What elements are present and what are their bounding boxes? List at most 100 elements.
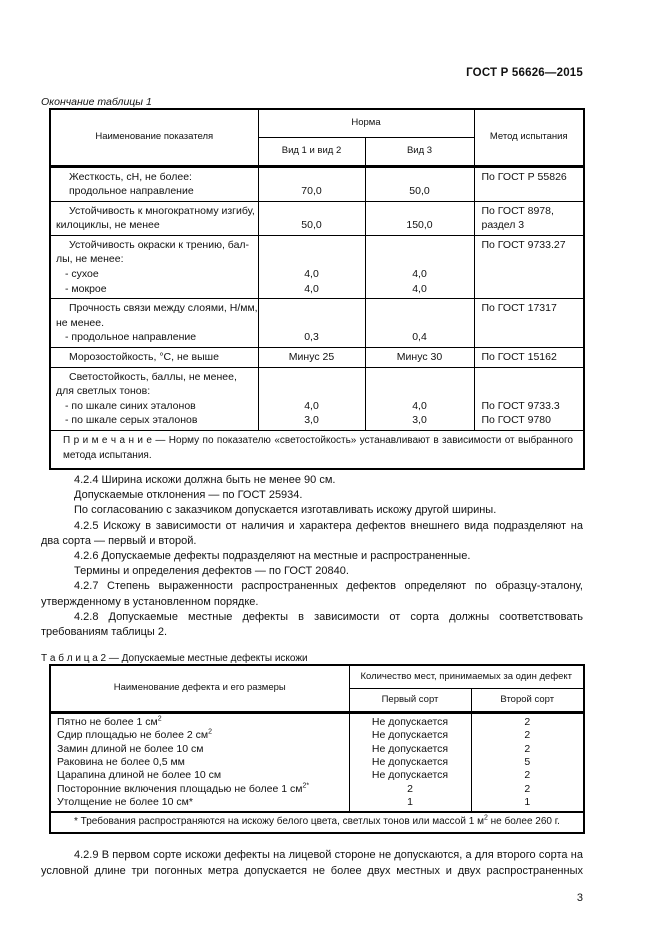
text-line: 2 (524, 782, 531, 795)
text-line (259, 384, 365, 399)
paragraph-4-2-9: 4.2.9 В первом сорте искожи дефекты на л… (41, 849, 583, 877)
table1-caption: Окончание таблицы 1 (41, 96, 152, 108)
text-line (366, 252, 474, 267)
text-line: для светлых тонов: (56, 385, 151, 398)
text-line: Не допускается (371, 755, 449, 768)
text-line (366, 301, 474, 316)
text-line: Не допускается (371, 769, 449, 782)
text-line: Не допускается (371, 742, 449, 755)
superscript: 2 (208, 728, 213, 736)
text-line: Не допускается (371, 729, 449, 742)
table2-col-second-sort: Второй сорт (470, 687, 585, 713)
cell-indicator: Светостойкость, баллы, не менее, для све… (49, 366, 259, 432)
text-line: 70,0 (301, 185, 322, 198)
cell-indicator: Устойчивость к многократному изгибу, кил… (49, 200, 259, 236)
text-line: 50,0 (301, 219, 322, 232)
text-line: 50,0 (409, 185, 430, 198)
text-line: раздел 3 (481, 219, 525, 232)
text-line: Посторонние включения площадью не более … (57, 782, 310, 795)
table2-footnote-row: * Требования распространяются на искожу … (49, 811, 585, 834)
text-line: По ГОСТ Р 55826 (481, 170, 567, 183)
text-line (259, 301, 365, 316)
table1-col-name: Наименование показателя (49, 108, 259, 167)
cell-vid12: 4,0 4,0 (257, 234, 366, 300)
superscript: 2 (483, 815, 488, 823)
text-line: 4,0 (304, 399, 319, 412)
cell-method: По ГОСТ 9733.27 (473, 234, 585, 300)
text-line: - мокрое (65, 282, 107, 295)
text-line: По ГОСТ 9780 (481, 414, 552, 427)
page-content: ГОСТ Р 56626—2015 Окончание таблицы 1 На… (41, 0, 585, 904)
text-line: Жесткость, сН, не более: (69, 170, 192, 183)
table-row: Жесткость, сН, не более: продольное напр… (49, 164, 585, 202)
text-line (259, 170, 365, 185)
cell-method: По ГОСТ 8978, раздел 3 (473, 200, 585, 236)
text-line (259, 316, 365, 331)
text-line: 4,0 (412, 282, 427, 295)
paragraph-4-2-8: 4.2.8 Допускаемые местные дефекты в зави… (41, 610, 583, 639)
table1-col-method: Метод испытания (473, 108, 585, 167)
text-line: 0,4 (412, 331, 427, 344)
text-line: лы, не менее: (56, 253, 124, 266)
text-line: 2 (524, 715, 531, 728)
table2-col-first-sort: Первый сорт (348, 687, 472, 713)
text-line: 4,0 (304, 268, 319, 281)
text-line: Прочность связи между слоями, Н/мм, (69, 302, 258, 315)
text-line (259, 204, 365, 219)
text-line (366, 384, 474, 399)
text-line: продольное направление (69, 185, 194, 198)
table-row: Прочность связи между слоями, Н/мм, не м… (49, 298, 585, 349)
cell-vid12: 4,0 3,0 (257, 366, 366, 432)
page-number: 3 (576, 891, 583, 904)
cell-method: По ГОСТ 9733.3 По ГОСТ 9780 (473, 366, 585, 432)
text-line: По ГОСТ 17317 (481, 302, 557, 315)
text-line (482, 370, 584, 385)
text-line (366, 370, 474, 385)
text-line: Царапина длиной не более 10 см (57, 769, 222, 782)
text-line: 4,0 (412, 268, 427, 281)
cell-defects: Пятно не более 1 см2 Сдир площадью не бо… (49, 710, 350, 813)
text-line (482, 384, 584, 399)
text-line: 3,0 (412, 414, 427, 427)
text-line: Морозостойкость, °С, не выше (69, 351, 219, 364)
body-paragraphs: 4.2.4 Ширина искожи должна быть не менее… (41, 473, 583, 640)
paragraph-4-2-7: 4.2.7 Степень выраженности распространен… (41, 580, 583, 608)
text-line: - сухое (65, 268, 99, 281)
text-line: 1 (524, 796, 531, 809)
table2-footnote: * Требования распространяются на искожу … (49, 811, 585, 834)
paragraph-4-2-6: 4.2.6 Допускаемые дефекты подразделяют н… (74, 550, 471, 563)
text-line: 3,0 (304, 414, 319, 427)
table2-caption: Т а б л и ц а 2 — Допускаемые местные де… (41, 653, 308, 665)
text-line: 150,0 (406, 219, 433, 232)
paragraph: Допускаемые отклонения — по ГОСТ 25934. (74, 489, 303, 502)
text-line (366, 170, 474, 185)
superscript: 2* (302, 782, 310, 790)
text-line: 4,0 (304, 282, 319, 295)
cell-vid12: Минус 25 (257, 347, 366, 368)
text-line: По ГОСТ 9733.27 (481, 238, 566, 251)
text-line: 5 (524, 755, 531, 768)
text-line: По ГОСТ 9733.3 (481, 399, 560, 412)
cell-first-sort: Не допускается Не допускается Не допуска… (348, 710, 472, 813)
text-line: Утолщение не более 10 см* (57, 796, 193, 809)
table-row: Пятно не более 1 см2 Сдир площадью не бо… (49, 710, 585, 813)
table1-col-norma: Норма (257, 108, 475, 138)
text-line: 4,0 (412, 399, 427, 412)
text-line: Устойчивость окраски к трению, бал- (69, 238, 250, 251)
text-line: - продольное направление (65, 331, 197, 344)
text-line: 0,3 (304, 331, 319, 344)
text-line (366, 204, 474, 219)
text-line: Пятно не более 1 см2 (57, 715, 162, 728)
text-line (366, 238, 474, 253)
paragraph: Термины и определения дефектов — по ГОСТ… (74, 565, 349, 578)
text-line: По ГОСТ 15162 (481, 351, 557, 364)
cell-vid3: 0,4 (364, 298, 475, 349)
table2-header-row-1: Наименование дефекта и его размеры Колич… (49, 664, 585, 713)
cell-vid3: Минус 30 (364, 347, 475, 368)
cell-second-sort: 2 2 2 5 2 2 1 (470, 710, 585, 813)
table2-col-qty: Количество мест, принимаемых за один деф… (348, 664, 585, 689)
cell-vid12: 50,0 (257, 200, 366, 236)
cell-vid3: 150,0 (364, 200, 475, 236)
text-line: 2 (524, 769, 531, 782)
